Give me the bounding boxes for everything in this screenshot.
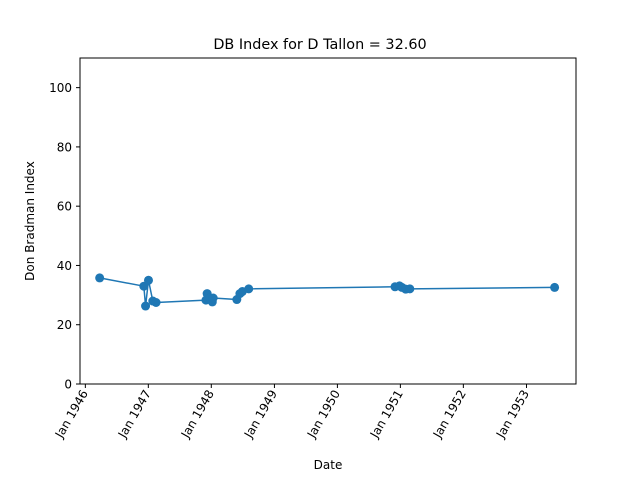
data-point — [405, 284, 415, 294]
y-tick-label: 60 — [57, 200, 72, 214]
y-tick-label: 100 — [49, 81, 72, 95]
data-point — [143, 275, 153, 285]
y-axis-label: Don Bradman Index — [23, 161, 37, 281]
y-tick-label: 0 — [64, 378, 72, 392]
x-axis-label: Date — [314, 458, 343, 472]
data-point — [141, 301, 151, 311]
axes-frame — [79, 57, 577, 385]
data-point — [151, 298, 161, 307]
plot-area — [95, 273, 560, 311]
y-tick-label: 40 — [57, 259, 72, 273]
data-point — [208, 293, 218, 303]
y-tick-label: 20 — [57, 318, 72, 332]
chart-title: DB Index for D Tallon = 32.60 — [213, 37, 426, 53]
data-point — [95, 273, 105, 283]
y-tick-label: 80 — [57, 140, 72, 154]
data-point — [244, 284, 254, 294]
data-point — [550, 282, 560, 292]
